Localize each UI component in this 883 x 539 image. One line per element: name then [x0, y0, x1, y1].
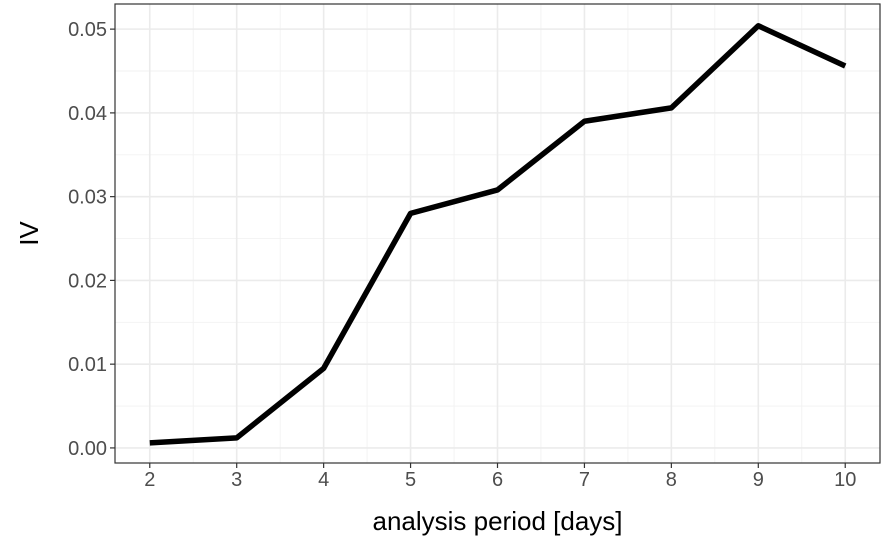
x-tick-label: 9	[753, 469, 764, 491]
y-tick-label: 0.02	[68, 270, 107, 292]
y-tick-label: 0.03	[68, 187, 107, 209]
y-tick-label: 0.04	[68, 103, 107, 125]
axis-ticks: 2 3 4 5 6 7 8 9 10 0.00 0.01 0.02 0.03 0.04 0.05	[68, 19, 856, 491]
series-layer	[149, 23, 847, 446]
y-tick-label: 0.01	[68, 354, 107, 376]
x-tick-label: 2	[144, 469, 155, 491]
y-axis-title: IV	[14, 221, 44, 246]
y-tick-label: 0.05	[68, 19, 107, 41]
x-axis-title: analysis period [days]	[372, 506, 622, 536]
series-line	[149, 23, 847, 446]
x-tick-label: 5	[405, 469, 416, 491]
x-tick-label: 8	[666, 469, 677, 491]
x-tick-label: 10	[834, 469, 856, 491]
grid	[115, 4, 880, 463]
x-tick-label: 4	[318, 469, 329, 491]
x-tick-label: 7	[579, 469, 590, 491]
x-tick-label: 6	[492, 469, 503, 491]
y-tick-label: 0.00	[68, 438, 107, 460]
x-tick-label: 3	[231, 469, 242, 491]
